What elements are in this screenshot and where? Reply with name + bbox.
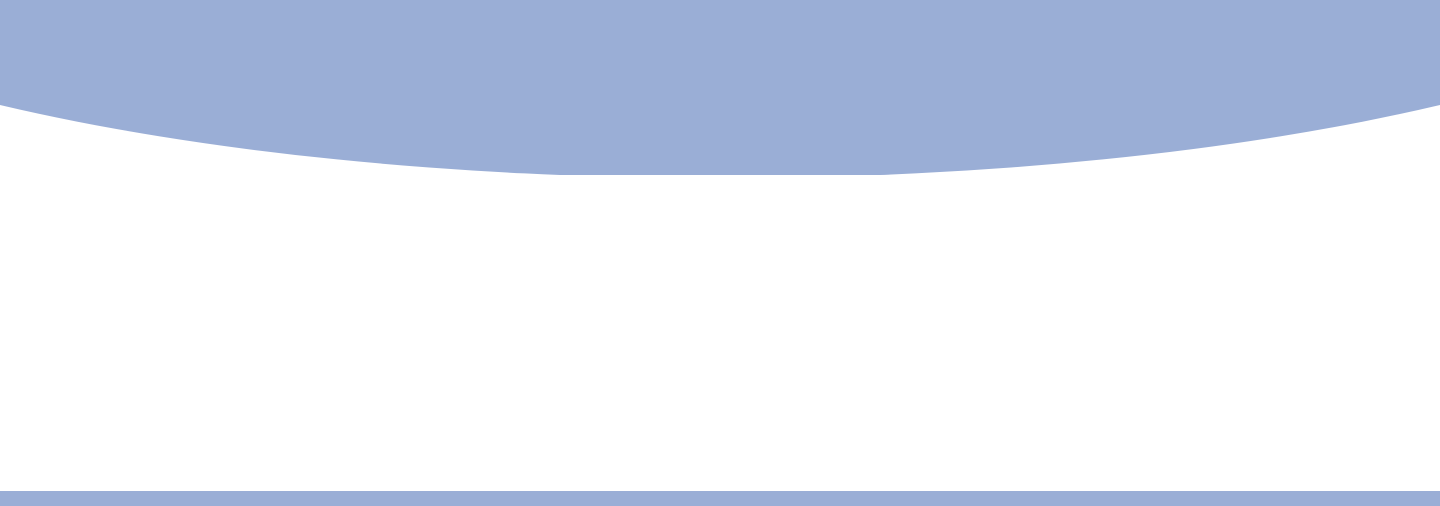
empty-content-area (0, 175, 1440, 491)
header-curve-shape (0, 0, 1440, 175)
decorative-header-banner (0, 0, 1440, 175)
header-curve-path (0, 0, 1440, 175)
content-text (0, 175, 1440, 491)
decorative-footer-bar (0, 491, 1440, 506)
